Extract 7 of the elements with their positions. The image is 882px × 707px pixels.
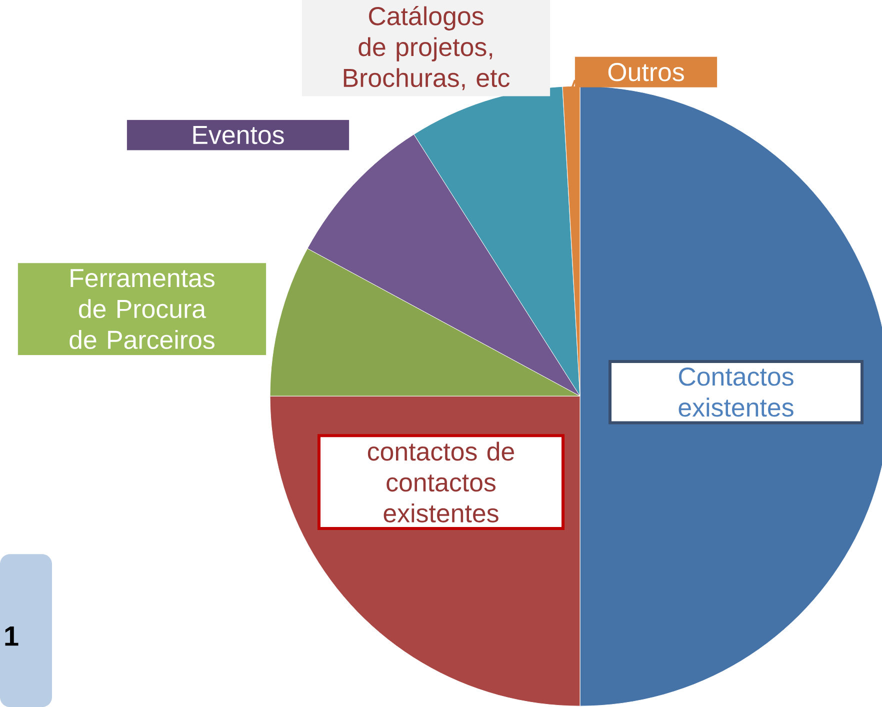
slice-label: Eventos [193, 126, 284, 144]
slice-label: Ferramentas de Procura de Parceiros [70, 269, 214, 349]
slice-label: Contactos existentes [678, 367, 794, 417]
slice-label: Catálogos de projetos, Brochuras, etc [344, 6, 510, 90]
slice-label: contactos de contactos existentes [368, 442, 514, 522]
text: 1 [5, 626, 18, 646]
legend-label: Outros [608, 62, 684, 82]
